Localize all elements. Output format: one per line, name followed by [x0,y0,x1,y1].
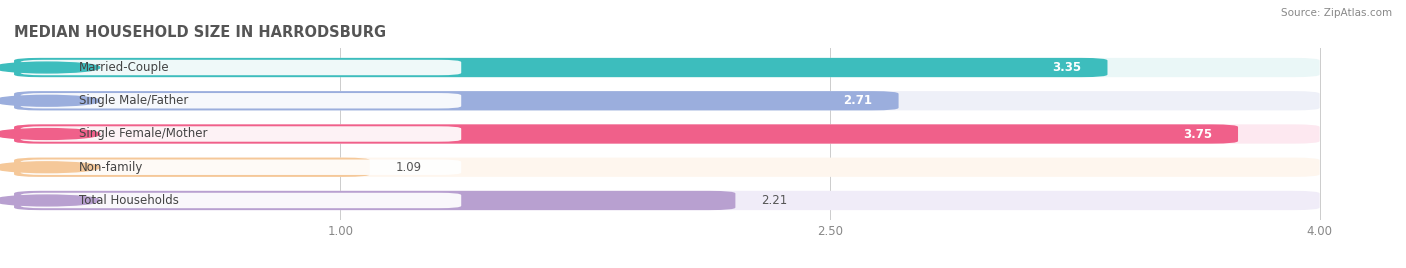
FancyBboxPatch shape [21,159,461,175]
Text: 1.09: 1.09 [396,161,422,174]
Text: 3.35: 3.35 [1052,61,1081,74]
FancyBboxPatch shape [21,193,461,208]
FancyBboxPatch shape [14,191,735,210]
Text: 2.21: 2.21 [762,194,787,207]
FancyBboxPatch shape [21,126,461,142]
Text: 3.75: 3.75 [1182,128,1212,140]
Text: Single Female/Mother: Single Female/Mother [79,128,208,140]
Text: Single Male/Father: Single Male/Father [79,94,188,107]
FancyBboxPatch shape [14,158,370,177]
FancyBboxPatch shape [14,124,1239,144]
Circle shape [0,129,100,139]
FancyBboxPatch shape [14,124,1320,144]
FancyBboxPatch shape [14,58,1108,77]
Text: 2.71: 2.71 [844,94,873,107]
Circle shape [0,62,100,73]
FancyBboxPatch shape [14,91,1320,110]
FancyBboxPatch shape [21,93,461,109]
Circle shape [0,95,100,106]
Text: MEDIAN HOUSEHOLD SIZE IN HARRODSBURG: MEDIAN HOUSEHOLD SIZE IN HARRODSBURG [14,25,387,40]
FancyBboxPatch shape [14,191,1320,210]
Text: Married-Couple: Married-Couple [79,61,170,74]
Text: Total Households: Total Households [79,194,179,207]
Circle shape [0,162,100,173]
Text: Source: ZipAtlas.com: Source: ZipAtlas.com [1281,8,1392,18]
FancyBboxPatch shape [14,58,1320,77]
FancyBboxPatch shape [14,91,898,110]
FancyBboxPatch shape [14,158,1320,177]
FancyBboxPatch shape [21,60,461,75]
Circle shape [0,195,100,206]
Text: Non-family: Non-family [79,161,143,174]
